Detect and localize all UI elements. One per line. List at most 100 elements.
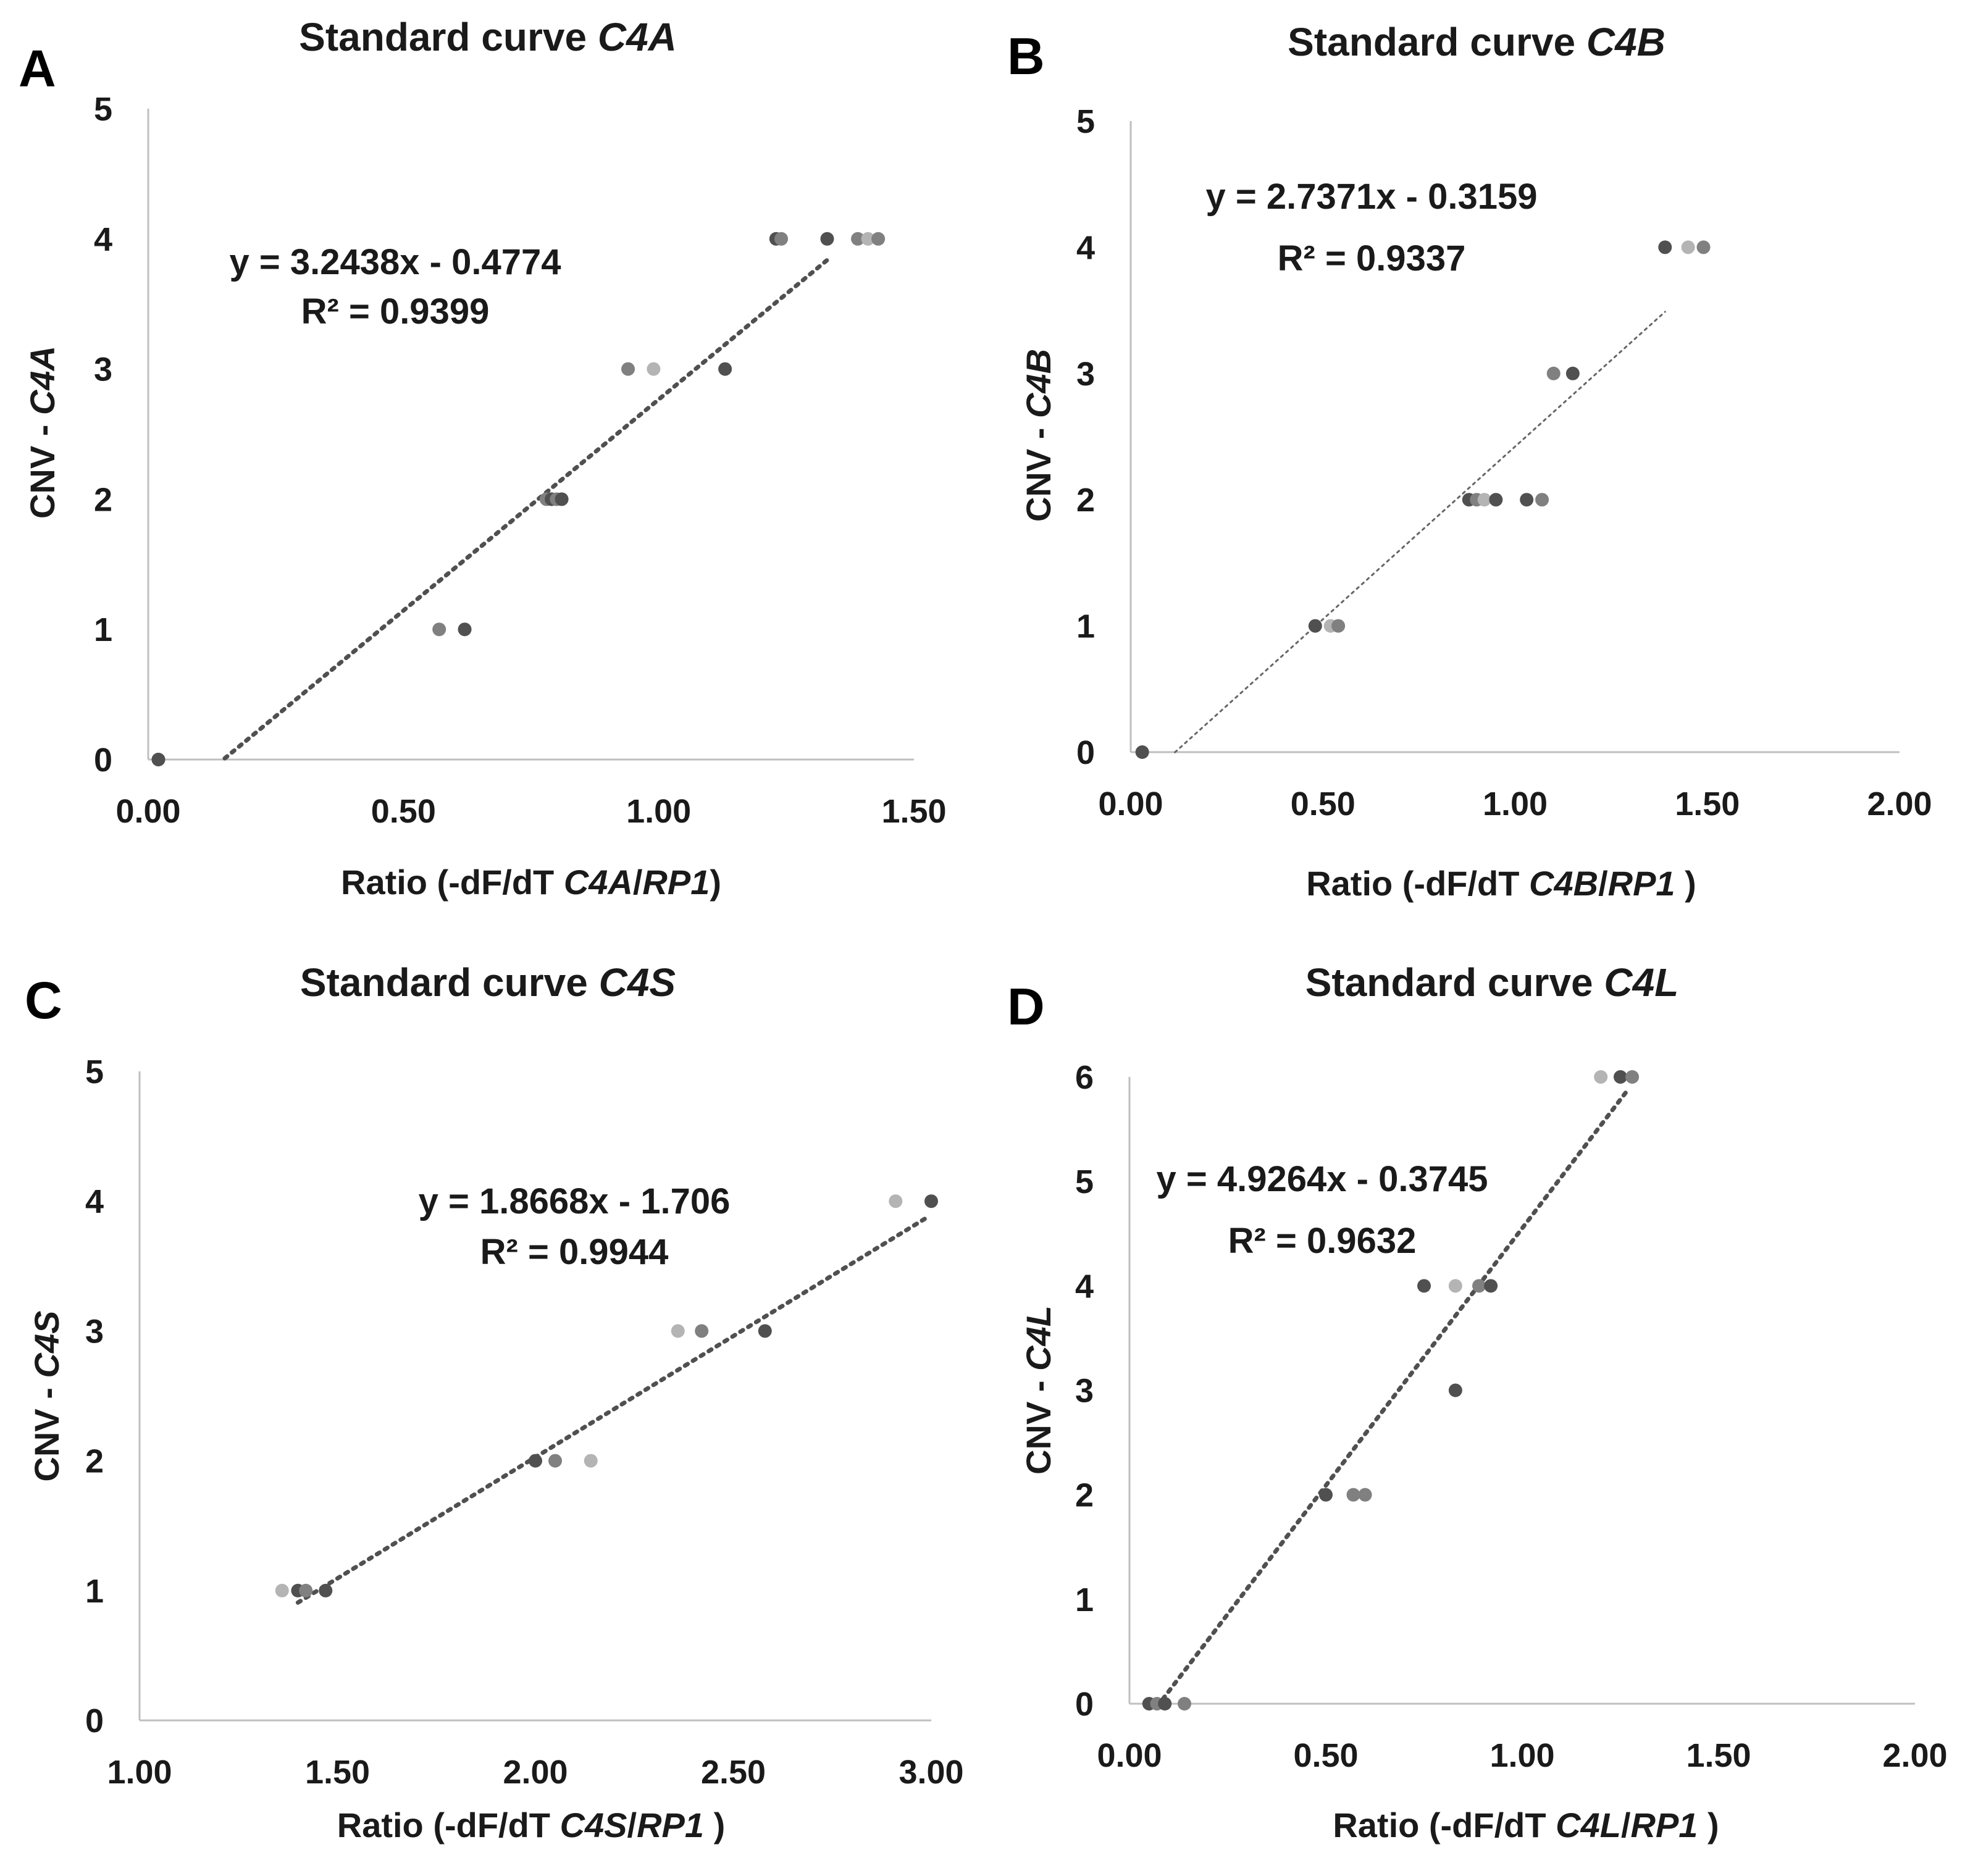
y-axis-label-prefix: CNV - (27, 1378, 66, 1481)
x-axis-label-ref: RP1 (1631, 1806, 1698, 1845)
x-tick-label: 0.00 (1098, 785, 1163, 823)
data-point (1308, 619, 1322, 633)
data-point (861, 232, 875, 246)
x-axis-label-slash: / (633, 863, 643, 902)
x-tick-label: 2.00 (503, 1754, 568, 1791)
y-axis-label-prefix: CNV - (1019, 1371, 1058, 1475)
trendline (1160, 1087, 1631, 1702)
chart-b: B Standard curve C4B 0 1 2 3 4 5 0.00 0.50 1.00 1.5… (1007, 20, 1932, 903)
y-axis-label-prefix: CNV - (23, 415, 62, 519)
y-tick-label: 4 (85, 1183, 104, 1220)
panel-a: A Standard curve C4A 0 1 2 3 4 5 0.00 0.50 1.00 1.5… (0, 0, 982, 938)
data-point (1178, 1697, 1192, 1711)
data-point (458, 622, 472, 637)
data-point (299, 1583, 313, 1598)
data-point (1417, 1279, 1431, 1293)
data-point (621, 362, 635, 376)
y-tick-label: 5 (1076, 103, 1095, 140)
chart-title-gene: C4B (1586, 20, 1665, 64)
chart-title-prefix: Standard curve (1288, 20, 1586, 64)
data-point (1319, 1488, 1333, 1502)
chart-title-gene: C4A (598, 15, 677, 59)
data-point (151, 753, 165, 766)
data-point (1346, 1488, 1360, 1502)
y-axis-label: CNV - C4S (27, 1311, 66, 1482)
y-tick-label: 0 (85, 1702, 104, 1740)
chart-title-prefix: Standard curve (1305, 960, 1604, 1005)
y-tick-label: 2 (85, 1443, 104, 1480)
data-point (1331, 619, 1346, 633)
trendline (222, 258, 829, 761)
x-tick-label: 1.00 (1489, 1737, 1554, 1774)
y-tick-label: 2 (1076, 482, 1095, 519)
x-axis-label: Ratio (-dF/dT C4S/RP1 ) (337, 1806, 725, 1845)
chart-title-gene: C4L (1604, 960, 1678, 1005)
x-tick-label: 0.50 (1291, 785, 1355, 823)
panel-letter: D (1007, 978, 1045, 1036)
y-tick-label: 0 (1075, 1686, 1094, 1723)
y-tick-label: 2 (1075, 1477, 1094, 1514)
x-axis-label-slash: / (1621, 1806, 1631, 1845)
data-point (1696, 240, 1711, 254)
chart-title: Standard curve C4S (300, 960, 676, 1005)
regression-equation: y = 4.9264x - 0.3745 (1157, 1159, 1488, 1199)
x-axis-label-prefix: Ratio (-dF/dT (1333, 1806, 1556, 1845)
y-axis-label-gene: C4S (27, 1311, 66, 1378)
y-tick-label: 4 (94, 221, 112, 258)
y-tick-label: 6 (1075, 1059, 1094, 1096)
chart-a: A Standard curve C4A 0 1 2 3 4 5 0.00 0.50 1.00 1.5… (19, 15, 947, 902)
data-point (1625, 1070, 1640, 1084)
panel-letter: A (19, 40, 56, 98)
data-point (671, 1324, 685, 1338)
x-tick-label: 0.50 (1293, 1737, 1358, 1774)
x-axis-label-slash: / (627, 1806, 637, 1845)
chart-c: C Standard curve C4S 0 1 2 3 4 5 1.00 1.50 2.00 2.5… (25, 960, 964, 1845)
r-squared-label: R² = 0.9944 (480, 1232, 669, 1272)
y-axis-label: CNV - C4L (1019, 1305, 1058, 1475)
x-axis-label-prefix: Ratio (-dF/dT (1306, 864, 1529, 903)
data-point (1658, 240, 1672, 254)
data-point (1484, 1279, 1498, 1293)
data-point (555, 492, 569, 506)
data-point (1158, 1697, 1172, 1711)
x-tick-label: 1.50 (305, 1754, 370, 1791)
x-axis-label-ref: RP1 (637, 1806, 704, 1845)
y-tick-label: 1 (94, 611, 112, 648)
data-point (647, 362, 661, 376)
data-point (548, 1454, 563, 1468)
trendline (1174, 311, 1666, 753)
x-tick-label: 3.00 (899, 1754, 963, 1791)
data-point (1472, 1279, 1486, 1293)
x-tick-label: 0.00 (115, 793, 180, 830)
chart-title-prefix: Standard curve (300, 960, 599, 1005)
regression-equation: y = 2.7371x - 0.3159 (1206, 177, 1538, 217)
data-point (319, 1583, 333, 1598)
x-axis-label-slash: / (1598, 864, 1608, 903)
data-point (1448, 1279, 1462, 1293)
x-tick-label: 0.50 (371, 793, 436, 830)
y-tick-label: 3 (1076, 356, 1095, 393)
x-tick-label: 1.00 (107, 1754, 172, 1791)
x-axis-label: Ratio (-dF/dT C4B/RP1 ) (1306, 864, 1696, 903)
y-tick-label: 3 (85, 1313, 104, 1350)
data-point (432, 622, 446, 637)
x-tick-label: 0.00 (1097, 1737, 1162, 1774)
x-axis-label-suffix: ) (710, 863, 721, 902)
x-axis-label-gene: C4A (564, 863, 633, 902)
data-point (924, 1194, 938, 1208)
data-point (1614, 1070, 1627, 1084)
y-tick-label: 1 (1075, 1581, 1094, 1618)
r-squared-label: R² = 0.9399 (301, 291, 490, 332)
data-point (1135, 745, 1149, 759)
chart-title-gene: C4S (599, 960, 676, 1005)
y-tick-label: 4 (1076, 229, 1095, 266)
y-axis-label-gene: C4L (1019, 1305, 1058, 1371)
x-tick-label: 2.00 (1867, 785, 1932, 823)
panel-letter: C (25, 971, 62, 1029)
x-tick-label: 2.00 (1882, 1737, 1947, 1774)
x-axis-label: Ratio (-dF/dT C4A/RP1) (341, 863, 721, 902)
data-point (1565, 366, 1580, 380)
y-axis-label: CNV - C4A (23, 346, 62, 519)
data-point (275, 1583, 289, 1598)
data-point (1681, 240, 1695, 254)
